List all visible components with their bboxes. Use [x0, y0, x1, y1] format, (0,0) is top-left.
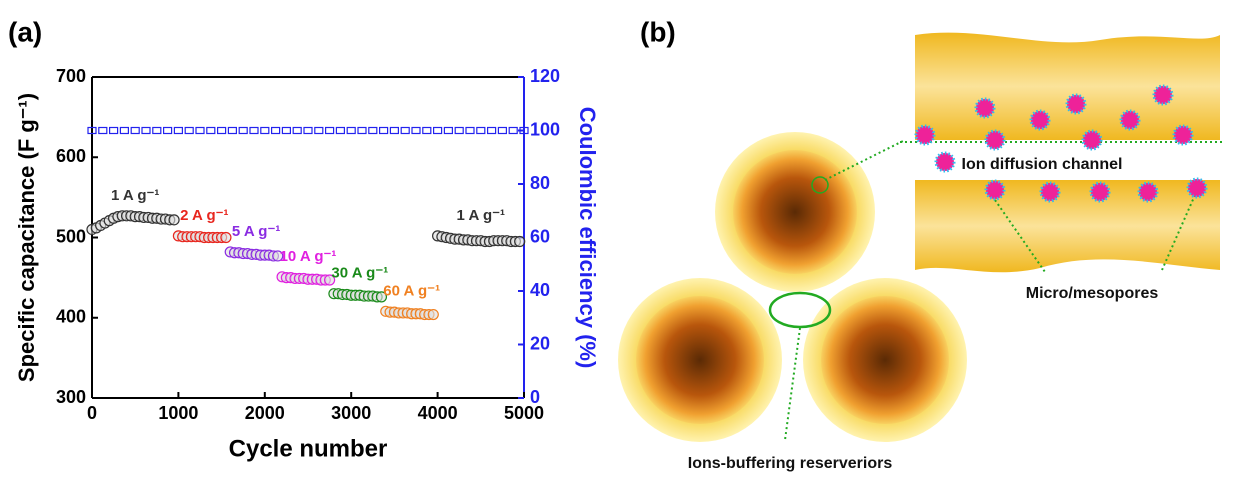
ce-point [508, 126, 518, 135]
capacitance-point [220, 231, 232, 244]
ce-point [476, 126, 486, 135]
ce-point [227, 126, 237, 135]
y2-tick-label: 20 [530, 333, 550, 353]
y2-tick-label: 60 [530, 226, 550, 246]
ions [914, 84, 1208, 203]
capacitance-point [514, 235, 526, 248]
capacitance-point [375, 291, 388, 303]
y-tick-label: 500 [56, 226, 86, 246]
rate-label: 60 A g⁻¹ [383, 282, 440, 299]
ce-point [497, 126, 507, 135]
reservoir-marker [768, 291, 832, 329]
x-tick-label: 0 [87, 403, 97, 423]
ce-point [335, 126, 345, 135]
ce-point [325, 126, 335, 135]
x-tick-label: 4000 [418, 403, 458, 423]
flower [636, 296, 764, 424]
ce-point [249, 126, 259, 135]
ce-point [217, 126, 227, 135]
channel-label: Ion diffusion channel [962, 156, 1123, 173]
ce-point [206, 126, 216, 135]
ce-point [195, 126, 205, 135]
ce-point [519, 126, 529, 135]
chart: 0 1000 2000 3000 4000 5000 300 400 500 600 700 0 20 4… [14, 66, 600, 463]
ce-point [87, 126, 97, 135]
pore-wall [915, 32, 1220, 140]
ce-point [314, 126, 324, 135]
ce-point [368, 126, 378, 135]
pore-wall [915, 180, 1220, 273]
y2-tick-label: 40 [530, 280, 550, 300]
capacitance-point [427, 308, 439, 321]
y-tick-label: 400 [56, 307, 86, 327]
ce-point [271, 126, 281, 135]
ce-point [238, 126, 248, 135]
y2-tick-label: 120 [530, 66, 560, 86]
ce-point [379, 126, 389, 135]
ce-point [292, 126, 302, 135]
ce-point [357, 126, 367, 135]
capacitance-point [324, 274, 336, 286]
ce-point [173, 126, 183, 135]
flower [733, 150, 857, 274]
y2-tick-label: 80 [530, 173, 550, 193]
rate-label: 30 A g⁻¹ [331, 265, 388, 282]
ce-point [130, 126, 140, 135]
ce-point [141, 126, 151, 135]
y2-tick-label: 100 [530, 119, 560, 139]
panel-label: (b) [640, 16, 676, 47]
reservoir-label: Ions-buffering reserveriors [688, 455, 893, 472]
y-tick-label: 700 [56, 66, 86, 86]
capacitance-point [272, 250, 284, 262]
ce-point [433, 126, 443, 135]
x-tick-label: 5000 [504, 403, 544, 423]
y-tick-label: 300 [56, 387, 86, 407]
y2-tick-label: 0 [530, 387, 540, 407]
ce-point [163, 126, 173, 135]
ce-point [119, 126, 130, 135]
flower [821, 296, 949, 424]
ce-point [260, 126, 270, 135]
ce-point [400, 126, 410, 135]
ce-point [98, 126, 108, 135]
x-tick-label: 2000 [245, 403, 285, 423]
ce-point [454, 126, 464, 135]
x-tick-label: 3000 [331, 403, 371, 423]
ce-point [411, 126, 421, 135]
x-axis-title: Cycle number [229, 435, 388, 462]
y-axis-title: Specific capacitance (F g⁻¹) [14, 93, 39, 382]
pore-marker [811, 176, 829, 194]
y2-axis-title: Coulombic efficiency (%) [575, 107, 600, 369]
rate-label: 2 A g⁻¹ [180, 207, 228, 224]
ce-point [303, 126, 313, 135]
diagram: Ion diffusion channel Micro/mesopores Io… [618, 32, 1225, 472]
rate-label: 10 A g⁻¹ [280, 248, 337, 265]
y-tick-label: 600 [56, 146, 86, 166]
capacitance-point [168, 214, 180, 226]
ce-point [487, 126, 497, 135]
ce-point [443, 126, 453, 135]
rate-label: 1 A g⁻¹ [111, 187, 159, 204]
arrows [784, 139, 1225, 441]
ce-point [281, 126, 291, 135]
pores-label: Micro/mesopores [1026, 285, 1159, 302]
rate-label: 5 A g⁻¹ [232, 223, 280, 240]
ce-point [152, 126, 162, 135]
ce-point [465, 126, 475, 135]
x-tick-label: 1000 [158, 403, 198, 423]
ce-point [346, 126, 356, 135]
panel-label: (a) [8, 16, 42, 47]
ce-point [389, 126, 399, 135]
ce-point [422, 126, 432, 135]
ce-point [184, 126, 194, 135]
ce-point [108, 126, 119, 135]
rate-label: 1 A g⁻¹ [457, 207, 505, 224]
